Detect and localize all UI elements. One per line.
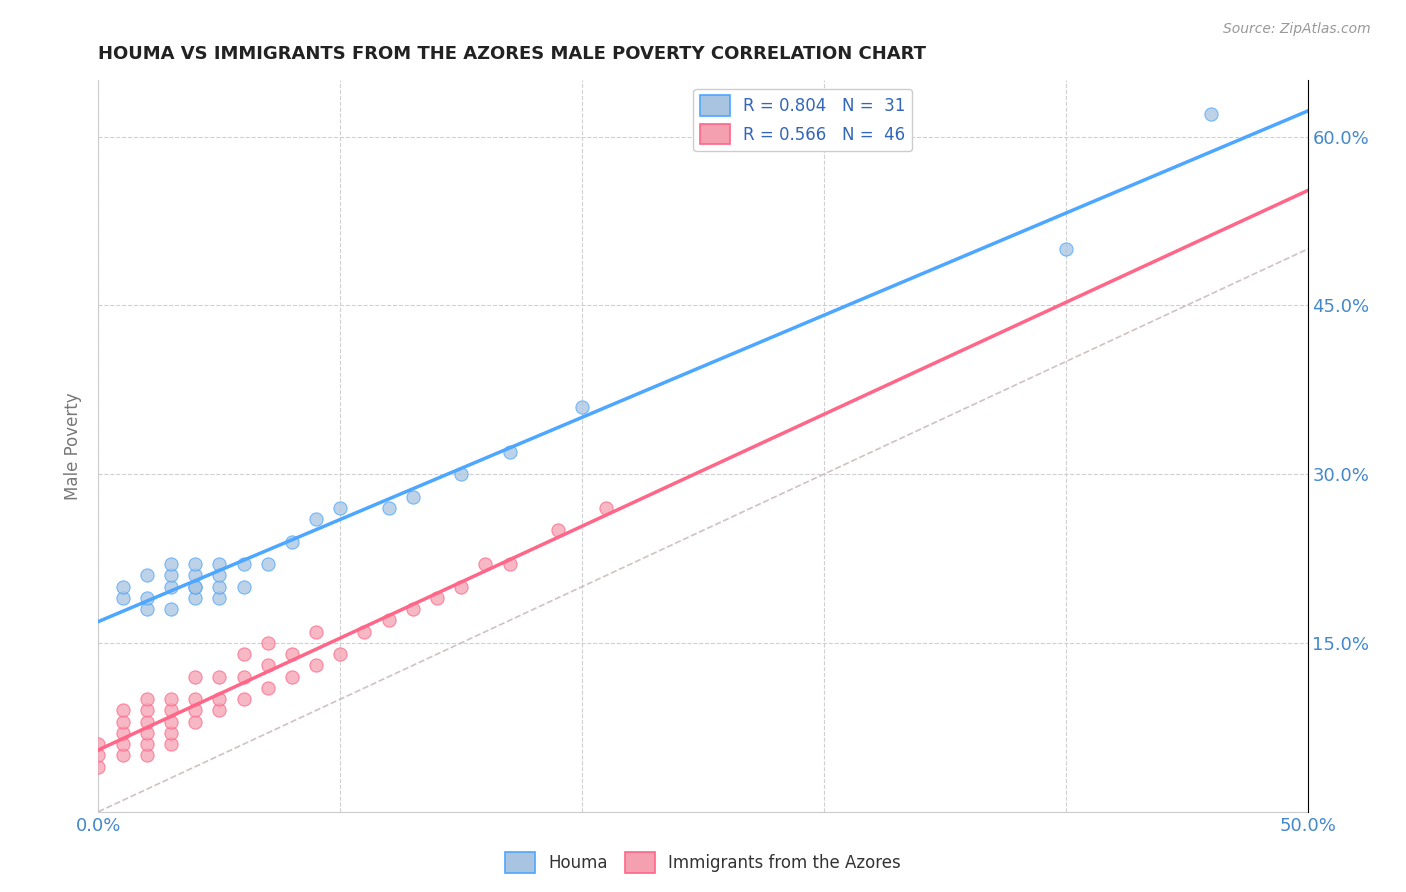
Point [281,647,304,661]
Point [111,737,134,751]
Point [184,580,207,594]
Text: HOUMA VS IMMIGRANTS FROM THE AZORES MALE POVERTY CORRELATION CHART: HOUMA VS IMMIGRANTS FROM THE AZORES MALE… [98,45,927,63]
Point [160,703,183,717]
Point [377,614,399,628]
Point [111,703,134,717]
Point [402,602,425,616]
Point [87,748,110,763]
Point [135,591,157,605]
Point [184,703,207,717]
Point [160,737,183,751]
Point [135,714,157,729]
Point [595,500,617,515]
Point [135,748,157,763]
Point [547,524,569,538]
Point [232,647,254,661]
Point [160,580,183,594]
Point [160,602,183,616]
Point [135,737,157,751]
Point [1054,242,1077,256]
Legend: Houma, Immigrants from the Azores: Houma, Immigrants from the Azores [499,846,907,880]
Point [232,692,254,706]
Point [111,714,134,729]
Point [87,737,110,751]
Point [111,580,134,594]
Point [305,624,328,639]
Point [498,557,520,571]
Point [208,703,231,717]
Point [208,568,231,582]
Point [135,692,157,706]
Point [232,670,254,684]
Point [498,444,520,458]
Y-axis label: Male Poverty: Male Poverty [65,392,83,500]
Point [571,400,593,414]
Point [208,557,231,571]
Point [450,580,472,594]
Point [184,591,207,605]
Point [135,602,157,616]
Point [184,557,207,571]
Point [450,467,472,482]
Point [281,670,304,684]
Point [208,591,231,605]
Point [329,647,352,661]
Point [256,636,278,650]
Point [135,703,157,717]
Point [232,557,254,571]
Point [305,658,328,673]
Point [256,658,278,673]
Legend: R = 0.804   N =  31, R = 0.566   N =  46: R = 0.804 N = 31, R = 0.566 N = 46 [693,88,912,151]
Point [160,714,183,729]
Point [208,580,231,594]
Point [184,692,207,706]
Point [111,726,134,740]
Point [232,580,254,594]
Point [305,512,328,526]
Point [402,490,425,504]
Point [426,591,449,605]
Point [1199,107,1222,121]
Point [184,568,207,582]
Point [256,557,278,571]
Point [160,568,183,582]
Point [135,726,157,740]
Text: Source: ZipAtlas.com: Source: ZipAtlas.com [1223,22,1371,37]
Point [184,714,207,729]
Point [208,692,231,706]
Point [87,760,110,774]
Point [256,681,278,695]
Point [160,692,183,706]
Point [377,500,399,515]
Point [208,670,231,684]
Point [111,748,134,763]
Point [160,557,183,571]
Point [184,670,207,684]
Point [184,580,207,594]
Point [281,534,304,549]
Point [353,624,375,639]
Point [160,726,183,740]
Point [111,591,134,605]
Point [329,500,352,515]
Point [474,557,496,571]
Point [135,568,157,582]
